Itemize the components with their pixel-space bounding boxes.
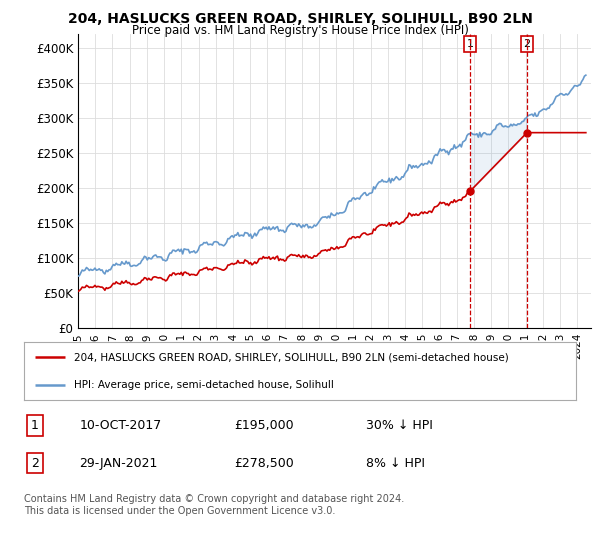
Text: HPI: Average price, semi-detached house, Solihull: HPI: Average price, semi-detached house,… [74,380,334,390]
Text: Price paid vs. HM Land Registry's House Price Index (HPI): Price paid vs. HM Land Registry's House … [131,24,469,36]
Text: 204, HASLUCKS GREEN ROAD, SHIRLEY, SOLIHULL, B90 2LN (semi-detached house): 204, HASLUCKS GREEN ROAD, SHIRLEY, SOLIH… [74,352,508,362]
Text: 8% ↓ HPI: 8% ↓ HPI [366,457,425,470]
Text: Contains HM Land Registry data © Crown copyright and database right 2024.
This d: Contains HM Land Registry data © Crown c… [24,494,404,516]
Text: 2: 2 [31,457,39,470]
Text: 2: 2 [523,39,530,49]
Text: £195,000: £195,000 [234,419,293,432]
Text: 30% ↓ HPI: 30% ↓ HPI [366,419,433,432]
Text: 10-OCT-2017: 10-OCT-2017 [79,419,161,432]
Text: 29-JAN-2021: 29-JAN-2021 [79,457,158,470]
Text: 1: 1 [467,39,473,49]
Text: 1: 1 [31,419,39,432]
Text: 204, HASLUCKS GREEN ROAD, SHIRLEY, SOLIHULL, B90 2LN: 204, HASLUCKS GREEN ROAD, SHIRLEY, SOLIH… [68,12,532,26]
Text: £278,500: £278,500 [234,457,293,470]
